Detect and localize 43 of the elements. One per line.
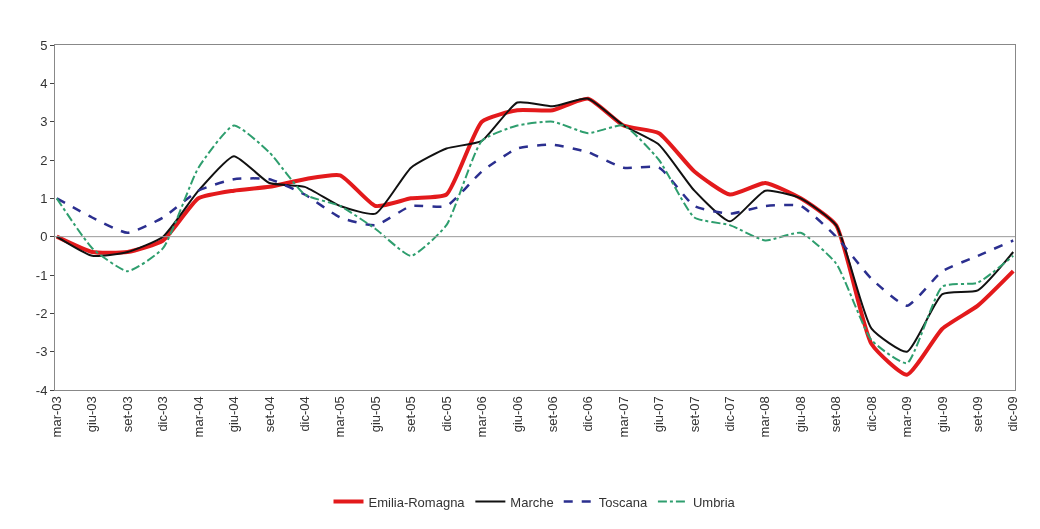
y-tick-label: -4	[35, 382, 48, 398]
x-tick-label: giu-04	[226, 396, 242, 433]
y-tick-label: 2	[40, 152, 48, 168]
x-tick-label: mar-07	[615, 396, 631, 438]
y-tick-label: 1	[40, 190, 48, 206]
x-tick-label: set-03	[119, 396, 135, 433]
x-tick-label: giu-09	[934, 396, 950, 433]
x-tick-label: mar-03	[48, 396, 64, 438]
y-tick-label: 3	[40, 114, 48, 130]
x-tick-label: set-05	[403, 396, 419, 433]
x-tick-label: set-04	[261, 396, 277, 433]
y-tick-label: 5	[40, 37, 48, 53]
x-tick-label: giu-05	[367, 396, 383, 433]
x-tick-label: giu-06	[509, 396, 525, 433]
x-tick-label: dic-07	[722, 396, 738, 432]
x-tick-label: giu-07	[651, 396, 667, 433]
x-tick-label: mar-09	[899, 396, 915, 438]
x-tick-label: mar-04	[190, 396, 206, 438]
x-tick-label: mar-06	[474, 396, 490, 438]
x-tick-label: dic-09	[1005, 396, 1021, 432]
y-tick-label: 0	[40, 229, 48, 245]
y-tick-label: -1	[35, 267, 48, 283]
x-tick-label: dic-06	[580, 396, 596, 432]
y-tick-label: 4	[40, 75, 48, 91]
x-tick-label: set-06	[544, 396, 560, 433]
x-tick-label: dic-03	[155, 396, 171, 432]
x-tick-label: set-07	[686, 396, 702, 433]
x-tick-label: giu-03	[84, 396, 100, 433]
x-tick-label: dic-04	[296, 396, 312, 432]
x-tick-label: mar-08	[757, 396, 773, 438]
legend-label: Emilia-Romagna	[368, 494, 466, 510]
x-tick-label: dic-05	[438, 396, 454, 432]
x-tick-label: set-08	[828, 396, 844, 433]
y-tick-label: -3	[35, 344, 48, 360]
legend-label: Umbria	[692, 494, 736, 510]
x-tick-label: giu-08	[792, 396, 808, 433]
legend-label: Marche	[510, 494, 554, 510]
x-tick-label: mar-05	[332, 396, 348, 438]
legend-label: Toscana	[598, 494, 648, 510]
x-tick-label: set-09	[970, 396, 986, 433]
line-series	[55, 143, 1015, 307]
y-tick-label: -2	[35, 305, 48, 321]
x-tick-label: dic-08	[863, 396, 879, 432]
